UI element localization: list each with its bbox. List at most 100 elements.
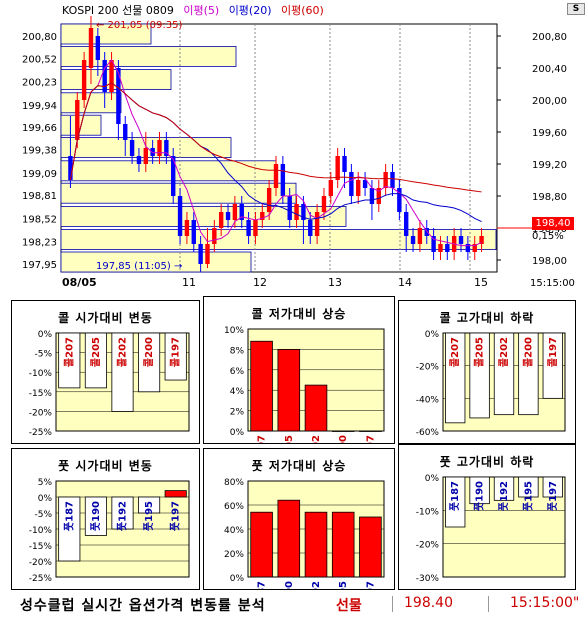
candle-body bbox=[246, 220, 251, 236]
panel-bar bbox=[304, 511, 328, 578]
panel-bar bbox=[58, 332, 81, 389]
candle-body bbox=[164, 140, 169, 156]
panel-bar-label: 콜205 bbox=[474, 337, 486, 367]
candle-body bbox=[356, 180, 361, 196]
panel-bar-label: 풋187 bbox=[63, 501, 75, 531]
panel-title: 풋 시가대비 변동 bbox=[58, 459, 153, 473]
panel-title: 풋 고가대비 하락 bbox=[439, 455, 535, 469]
panel-bar bbox=[518, 332, 539, 416]
footer-time: 15:15:00" bbox=[510, 595, 580, 611]
panel-tick-label: -20% bbox=[29, 408, 53, 418]
candle-body bbox=[205, 244, 210, 264]
x-axis-label: 12 bbox=[253, 276, 267, 289]
candle-body bbox=[260, 212, 265, 220]
settings-corner-button[interactable]: S bbox=[567, 3, 585, 15]
footer-divider bbox=[488, 596, 489, 612]
volume-profile-bar bbox=[60, 69, 172, 90]
panel-call-open-chart: 0% -5% -10% -15% -20% -25% 콜207 콜205 콜202 콜200 콜19… bbox=[29, 330, 190, 438]
volume-profile-bar bbox=[60, 205, 347, 227]
volume-profile-bar bbox=[60, 251, 252, 273]
x-axis-label: 11 bbox=[182, 276, 196, 289]
ma20-legend[interactable]: 이평(20) bbox=[228, 4, 272, 17]
footer-label: 선물 bbox=[336, 598, 362, 614]
panel-bar bbox=[111, 496, 134, 530]
panel-put-low-chart: 80% 60% 40% 20% 0% 풋187 풋190 풋192 풋195 풋197 bbox=[224, 478, 385, 589]
panel-tick-label: -25% bbox=[29, 574, 53, 584]
left-tick-label: 198,23 bbox=[22, 238, 57, 249]
footer-title: 성수클럽 실시간 옵션가격 변동률 분석 bbox=[20, 598, 266, 614]
candle-body bbox=[253, 220, 258, 236]
candle-body bbox=[232, 204, 238, 220]
panel-call-open: 콜 시가대비 변동 0% -5% -10% -15% -20% -25% 콜207 콜205 콜… bbox=[11, 300, 200, 444]
panel-tick-label: 60% bbox=[224, 502, 244, 512]
chart-title: KOSPI 200 선물 0809 bbox=[62, 4, 174, 17]
candle-body bbox=[335, 156, 340, 180]
panel-bar bbox=[277, 349, 301, 432]
panel-bar bbox=[542, 476, 563, 498]
moving-average-line bbox=[69, 82, 482, 193]
panel-put-high: 풋 고가대비 하락 0% -10% -20% -30% 풋187 풋190 풋192 풋195… bbox=[398, 444, 576, 590]
panel-bar-label: 풋190 bbox=[90, 501, 102, 531]
panel-bar-label: 콜197 bbox=[547, 337, 559, 367]
volume-profile-bar bbox=[60, 23, 152, 45]
panel-bar-label: 풋197 bbox=[170, 501, 182, 531]
panel-bar bbox=[164, 332, 187, 381]
candle-body bbox=[116, 68, 121, 124]
candle-body bbox=[225, 212, 231, 220]
right-tick-label: 198,80 bbox=[532, 192, 567, 203]
candle-body bbox=[212, 228, 217, 244]
candle-body bbox=[129, 140, 135, 156]
panel-tick-label: 10% bbox=[224, 326, 244, 336]
panel-bar-label: 콜207 bbox=[449, 337, 461, 367]
panel-bar-label: 풋192 bbox=[117, 501, 129, 531]
panel-bar-label: 콜200 bbox=[337, 435, 349, 443]
candle-body bbox=[143, 148, 149, 164]
candle-body bbox=[171, 156, 176, 196]
volume-profile-bar bbox=[60, 229, 497, 251]
panel-call-high-chart: 0% -20% -40% -60% 콜207 콜205 콜202 콜200 콜197 bbox=[416, 330, 566, 438]
panel-bar-label: 콜202 bbox=[310, 435, 322, 443]
ma5-legend[interactable]: 이평(5) bbox=[183, 4, 220, 17]
right-tick-label: 200,40 bbox=[532, 64, 567, 75]
candle-body bbox=[383, 172, 388, 188]
panel-put-low: 풋 저가대비 상승 80% 60% 40% 20% 0% 풋187 풋190 풋192 풋195… bbox=[203, 448, 395, 590]
panel-title: 콜 저가대비 상승 bbox=[251, 307, 347, 321]
panel-bar bbox=[445, 332, 466, 424]
panel-tick-label: 0% bbox=[425, 330, 440, 340]
candle-body bbox=[68, 156, 73, 180]
panel-bar-label: 풋195 bbox=[143, 501, 155, 531]
ma60-legend[interactable]: 이평(60) bbox=[281, 4, 324, 17]
panel-bar bbox=[304, 384, 328, 432]
right-tick-label: 200,00 bbox=[532, 96, 567, 107]
panel-bar-label: 풋190 bbox=[283, 581, 295, 589]
panel-tick-label: -5% bbox=[34, 350, 52, 360]
panel-bar-label: 콜200 bbox=[522, 337, 534, 367]
candle-body bbox=[198, 244, 203, 264]
panel-bar bbox=[84, 332, 107, 389]
candle-body bbox=[465, 244, 471, 252]
panel-bar bbox=[359, 516, 382, 578]
candle-body bbox=[136, 156, 142, 164]
panel-bar-label: 풋190 bbox=[474, 481, 486, 511]
panel-bar bbox=[138, 332, 161, 393]
panel-title: 풋 저가대비 상승 bbox=[251, 459, 347, 473]
candle-body bbox=[445, 244, 450, 252]
candle-body bbox=[431, 236, 436, 252]
candle-body bbox=[75, 100, 80, 140]
candle-body bbox=[362, 180, 368, 188]
panel-tick-label: -10% bbox=[416, 507, 440, 517]
panel-tick-label: 2% bbox=[230, 408, 245, 418]
right-tick-label: 199,20 bbox=[532, 160, 567, 171]
candle-body bbox=[314, 212, 320, 236]
panel-bar bbox=[250, 340, 273, 432]
panel-bar-label: 풋192 bbox=[498, 481, 510, 511]
panel-tick-label: -40% bbox=[416, 395, 440, 405]
candle-body bbox=[321, 196, 327, 212]
x-axis-label: 08/05 bbox=[62, 276, 97, 289]
panel-put-high-chart: 0% -10% -20% -30% 풋187 풋190 풋192 풋195 풋197 bbox=[416, 474, 566, 584]
candle-body bbox=[239, 204, 244, 220]
right-tick-label: 199,60 bbox=[532, 128, 567, 139]
panel-bar-label: 풋192 bbox=[310, 581, 322, 589]
panel-bar bbox=[111, 332, 134, 412]
candle-body bbox=[417, 228, 423, 244]
